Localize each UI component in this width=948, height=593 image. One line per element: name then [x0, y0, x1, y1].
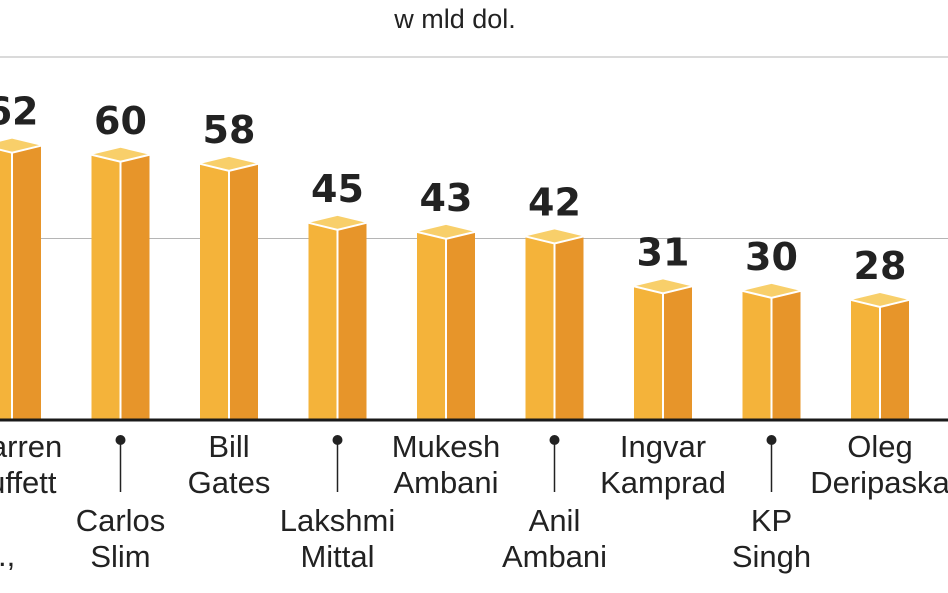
category-label-4-line-1: Ambani [393, 465, 498, 500]
bar-front [0, 149, 12, 420]
category-label-6-line-1: Kamprad [600, 465, 726, 500]
bar-side [554, 236, 584, 420]
bar-front [417, 231, 446, 420]
data-label-2: 58 [203, 108, 256, 152]
bar-group-3 [308, 215, 367, 420]
data-label-1: 60 [94, 99, 147, 143]
category-label-0-line-0: Warren [0, 429, 62, 464]
data-label-5: 42 [528, 180, 581, 224]
category-label-0-line-1: Buffett [0, 465, 57, 500]
bar-side [229, 163, 258, 420]
bar-side [446, 231, 475, 420]
bar-group-4 [416, 224, 476, 420]
category-label-5-line-1: Ambani [502, 539, 607, 574]
category-label-2-line-1: Gates [188, 465, 271, 500]
bar-front [308, 222, 338, 420]
data-label-7: 30 [745, 235, 798, 279]
bar-side [771, 290, 801, 420]
bar-group-2 [199, 156, 259, 420]
bar-front [742, 290, 772, 420]
category-label-6-line-0: Ingvar [620, 429, 706, 464]
chart-subtitle: w mld dol. [393, 4, 516, 34]
bar-group-6 [633, 279, 693, 420]
category-label-7-line-0: KP [751, 503, 792, 538]
bar-front [525, 236, 555, 420]
bar-front [91, 154, 121, 420]
bar-front [851, 299, 880, 420]
category-label-8-line-0: Oleg [847, 429, 912, 464]
category-label-3-line-1: Mittal [300, 539, 374, 574]
category-label-7-line-1: Singh [732, 539, 811, 574]
bar-side [120, 154, 150, 420]
category-label-8-line-1: Deripaska [810, 465, 948, 500]
bars [0, 138, 910, 421]
edge-fragment: ., [0, 538, 15, 573]
bar-side [337, 222, 367, 420]
category-label-5-line-0: Anil [529, 503, 581, 538]
category-label-2-line-0: Bill [208, 429, 249, 464]
bar-front [634, 286, 663, 420]
data-label-3: 45 [311, 167, 364, 211]
bar-group-8 [850, 292, 910, 420]
category-label-1-line-0: Carlos [76, 503, 166, 538]
bar-side [663, 286, 692, 420]
category-label-4-line-0: Mukesh [392, 429, 501, 464]
bar-front [200, 163, 229, 420]
bar-group-7 [742, 283, 801, 420]
bar-side [12, 145, 41, 421]
bar-group-1 [91, 147, 150, 420]
data-label-6: 31 [637, 230, 690, 274]
category-label-3-line-0: Lakshmi [280, 503, 395, 538]
bar-group-5 [525, 229, 584, 420]
data-label-0: 62 [0, 90, 38, 134]
data-label-8: 28 [854, 244, 907, 288]
data-label-4: 43 [420, 176, 473, 220]
category-label-1-line-1: Slim [90, 539, 150, 574]
bar-side [880, 299, 909, 420]
bar-group-0 [0, 138, 42, 421]
bar-top [0, 138, 41, 153]
